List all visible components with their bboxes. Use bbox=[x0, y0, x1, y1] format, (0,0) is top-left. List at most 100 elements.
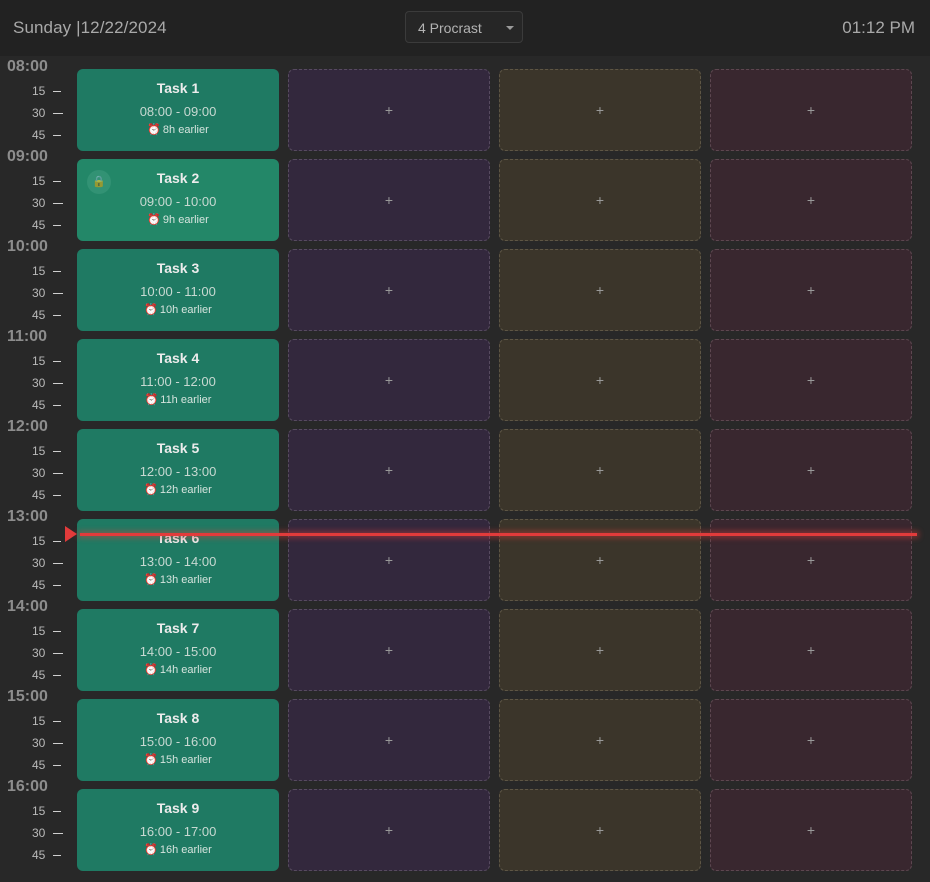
plus-icon: + bbox=[806, 372, 816, 388]
add-slot-button[interactable]: + bbox=[499, 789, 701, 871]
plus-icon: + bbox=[595, 642, 605, 658]
add-slot-button[interactable]: + bbox=[499, 69, 701, 151]
add-slot-button[interactable]: + bbox=[499, 339, 701, 421]
minute-tick bbox=[53, 631, 61, 632]
minute-tick bbox=[53, 855, 61, 856]
add-slot-button[interactable]: + bbox=[710, 339, 912, 421]
minute-label: 30 bbox=[32, 286, 46, 300]
minute-label: 30 bbox=[32, 556, 46, 570]
minute-tick bbox=[53, 721, 61, 722]
alarm-clock-icon: ⏰ bbox=[144, 664, 158, 676]
task-due: ⏰ 8h earlier bbox=[77, 123, 279, 136]
view-selector[interactable]: 4 Procrast bbox=[405, 11, 523, 43]
task-due: ⏰ 10h earlier bbox=[77, 303, 279, 316]
minute-label: 45 bbox=[32, 578, 46, 592]
task-card[interactable]: Task 6 13:00 - 14:00 ⏰ 13h earlier bbox=[77, 519, 279, 601]
add-slot-button[interactable]: + bbox=[710, 159, 912, 241]
alarm-clock-icon: ⏰ bbox=[147, 124, 161, 136]
plus-icon: + bbox=[806, 642, 816, 658]
plus-icon: + bbox=[595, 282, 605, 298]
minute-label: 45 bbox=[32, 128, 46, 142]
hour-label: 14:00 bbox=[7, 598, 48, 615]
plus-icon: + bbox=[595, 372, 605, 388]
plus-icon: + bbox=[384, 822, 394, 838]
plus-icon: + bbox=[806, 552, 816, 568]
plus-icon: + bbox=[384, 462, 394, 478]
task-card[interactable]: Task 7 14:00 - 15:00 ⏰ 14h earlier bbox=[77, 609, 279, 691]
task-due: ⏰ 9h earlier bbox=[77, 213, 279, 226]
add-slot-button[interactable]: + bbox=[499, 519, 701, 601]
alarm-clock-icon: ⏰ bbox=[147, 214, 161, 226]
minute-tick bbox=[53, 225, 61, 226]
task-card[interactable]: Task 4 11:00 - 12:00 ⏰ 11h earlier bbox=[77, 339, 279, 421]
task-title: Task 7 bbox=[156, 620, 200, 636]
task-title: Task 9 bbox=[156, 800, 200, 816]
minute-tick bbox=[53, 271, 61, 272]
task-time: 08:00 - 09:00 bbox=[139, 104, 217, 119]
add-slot-button[interactable]: + bbox=[499, 159, 701, 241]
hour-label: 11:00 bbox=[7, 328, 48, 345]
minute-tick bbox=[53, 473, 63, 474]
add-slot-button[interactable]: + bbox=[710, 429, 912, 511]
add-slot-button[interactable]: + bbox=[499, 699, 701, 781]
minute-tick bbox=[53, 541, 61, 542]
plus-icon: + bbox=[595, 192, 605, 208]
task-title: Task 3 bbox=[156, 260, 200, 276]
add-slot-button[interactable]: + bbox=[710, 249, 912, 331]
plus-icon: + bbox=[384, 732, 394, 748]
hour-label: 16:00 bbox=[7, 778, 48, 795]
add-slot-button[interactable]: + bbox=[288, 159, 490, 241]
add-slot-button[interactable]: + bbox=[499, 249, 701, 331]
minute-label: 30 bbox=[32, 196, 46, 210]
add-slot-button[interactable]: + bbox=[288, 519, 490, 601]
minute-tick bbox=[53, 765, 61, 766]
date-display: Sunday |12/22/2024 bbox=[13, 18, 167, 38]
add-slot-button[interactable]: + bbox=[710, 699, 912, 781]
task-due-label: 10h earlier bbox=[159, 304, 212, 316]
add-slot-button[interactable]: + bbox=[288, 789, 490, 871]
minute-tick bbox=[53, 563, 63, 564]
task-time: 13:00 - 14:00 bbox=[139, 554, 217, 569]
schedule-grid: 08:00 15 30 45 09:00 15 30 45 10:00 15 30 45 11:00 15… bbox=[0, 56, 930, 882]
plus-icon: + bbox=[384, 372, 394, 388]
task-card[interactable]: Task 1 08:00 - 09:00 ⏰ 8h earlier bbox=[77, 69, 279, 151]
minute-label: 30 bbox=[32, 376, 46, 390]
minute-tick bbox=[53, 743, 63, 744]
task-card[interactable]: Task 8 15:00 - 16:00 ⏰ 15h earlier bbox=[77, 699, 279, 781]
add-slot-button[interactable]: + bbox=[288, 609, 490, 691]
task-title: Task 2 bbox=[156, 170, 200, 186]
minute-tick bbox=[53, 181, 61, 182]
add-slot-button[interactable]: + bbox=[499, 609, 701, 691]
add-slot-button[interactable]: + bbox=[710, 519, 912, 601]
task-due-label: 15h earlier bbox=[159, 754, 212, 766]
task-card[interactable]: Task 3 10:00 - 11:00 ⏰ 10h earlier bbox=[77, 249, 279, 331]
add-slot-button[interactable]: + bbox=[710, 609, 912, 691]
add-slot-button[interactable]: + bbox=[288, 699, 490, 781]
task-card[interactable]: Task 9 16:00 - 17:00 ⏰ 16h earlier bbox=[77, 789, 279, 871]
minute-label: 45 bbox=[32, 218, 46, 232]
add-slot-button[interactable]: + bbox=[710, 789, 912, 871]
task-due: ⏰ 12h earlier bbox=[77, 483, 279, 496]
minute-tick bbox=[53, 653, 63, 654]
minute-label: 45 bbox=[32, 668, 46, 682]
add-slot-button[interactable]: + bbox=[710, 69, 912, 151]
plus-icon: + bbox=[595, 552, 605, 568]
current-time-line bbox=[80, 533, 917, 536]
task-due-label: 16h earlier bbox=[159, 844, 212, 856]
day-name: Sunday bbox=[13, 18, 72, 37]
task-title: Task 4 bbox=[156, 350, 200, 366]
task-title: Task 8 bbox=[156, 710, 200, 726]
minute-label: 15 bbox=[32, 624, 46, 638]
task-card[interactable]: 🔒 Task 2 09:00 - 10:00 ⏰ 9h earlier bbox=[77, 159, 279, 241]
task-card[interactable]: Task 5 12:00 - 13:00 ⏰ 12h earlier bbox=[77, 429, 279, 511]
add-slot-button[interactable]: + bbox=[288, 429, 490, 511]
add-slot-button[interactable]: + bbox=[288, 249, 490, 331]
add-slot-button[interactable]: + bbox=[288, 339, 490, 421]
task-due-label: 9h earlier bbox=[162, 214, 209, 226]
lock-icon[interactable]: 🔒 bbox=[87, 170, 111, 194]
caret-down-icon bbox=[506, 26, 514, 30]
minute-tick bbox=[53, 833, 63, 834]
add-slot-button[interactable]: + bbox=[499, 429, 701, 511]
add-slot-button[interactable]: + bbox=[288, 69, 490, 151]
minute-tick bbox=[53, 383, 63, 384]
